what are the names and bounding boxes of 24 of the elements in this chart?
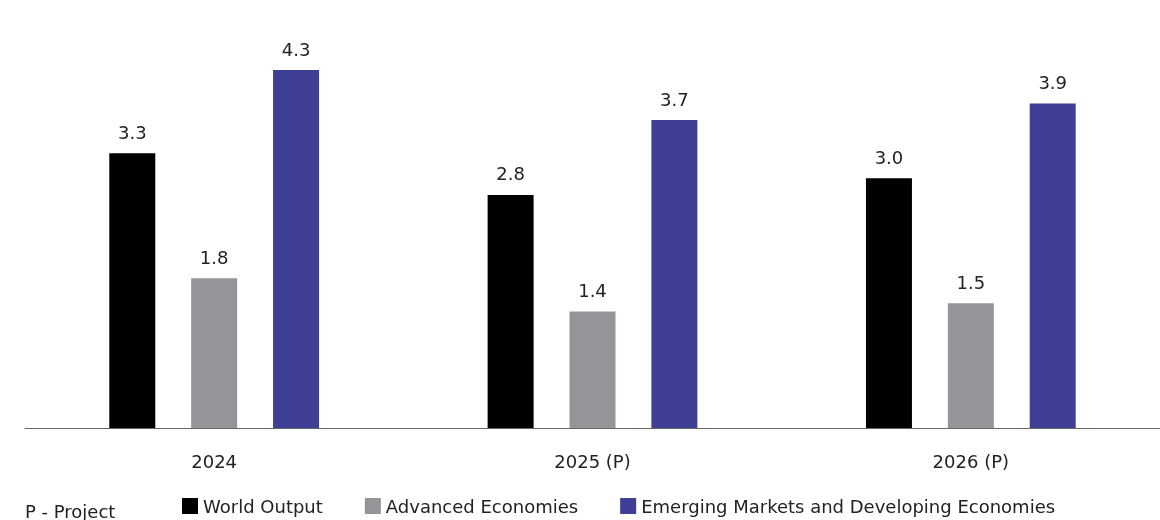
bar (109, 153, 156, 428)
data-label: 3.7 (660, 88, 689, 110)
data-label: 1.8 (199, 246, 229, 268)
x-tick-label: 2024 (191, 450, 238, 472)
bar (569, 311, 616, 428)
legend-label: World Output (203, 495, 323, 517)
bar (1029, 103, 1076, 428)
data-label: 3.0 (874, 146, 904, 168)
bar (191, 278, 238, 428)
legend-label: Emerging Markets and Developing Economies (641, 495, 1056, 517)
bar (273, 70, 320, 428)
bar (651, 120, 698, 428)
data-label: 3.9 (1038, 71, 1068, 93)
data-label: 3.3 (117, 121, 147, 143)
data-label: 1.5 (956, 271, 986, 293)
data-label: 2.8 (496, 163, 525, 185)
bar (865, 178, 912, 428)
bar (487, 194, 534, 428)
data-label: 4.3 (281, 38, 311, 60)
x-tick-label: 2026 (P) (932, 450, 1010, 472)
legend-label: Advanced Economies (385, 495, 579, 517)
bar (947, 303, 994, 428)
x-tick-label: 2025 (P) (554, 450, 631, 472)
data-label: 1.4 (578, 279, 607, 301)
